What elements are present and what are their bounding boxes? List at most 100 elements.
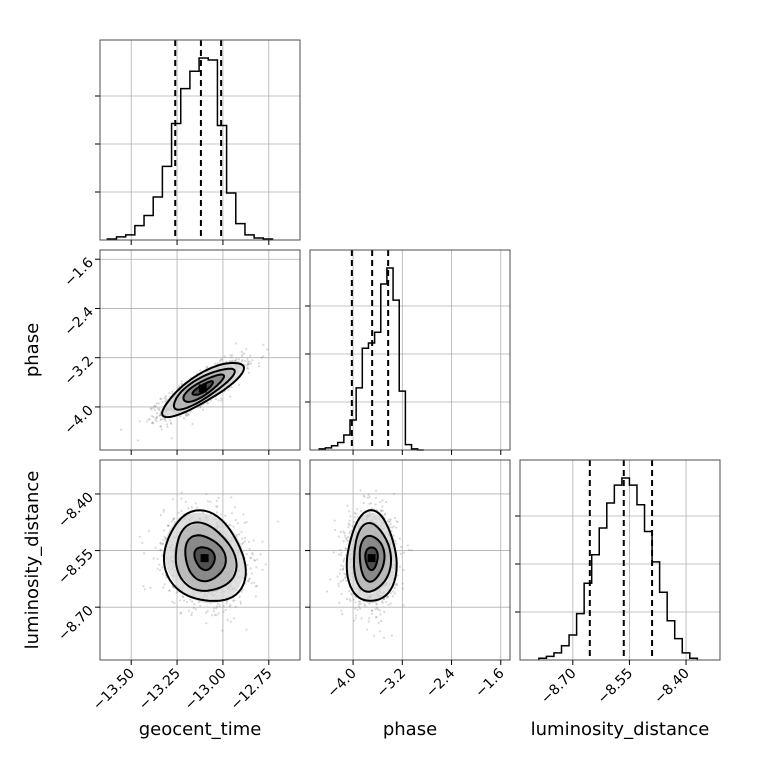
contour-line <box>182 373 225 403</box>
sample-point <box>199 604 202 607</box>
sample-point <box>350 592 353 595</box>
contour-line <box>353 521 392 593</box>
sample-point <box>370 612 373 615</box>
sample-point <box>171 600 174 604</box>
sample-point <box>352 520 356 524</box>
sample-point <box>179 611 182 614</box>
sample-point <box>215 397 218 401</box>
sample-point <box>368 502 371 505</box>
sample-point <box>168 524 171 527</box>
sample-point <box>201 408 204 411</box>
sample-point <box>258 365 261 368</box>
sample-point <box>180 497 183 500</box>
joint-panel-phase-vs-luminosity-distance: −4.0 −3.2 −2.4 −1.6 <box>305 459 511 701</box>
sample-point <box>239 600 242 603</box>
sample-point <box>232 525 235 528</box>
sample-point <box>206 401 209 405</box>
joint-content <box>138 491 279 632</box>
sample-point <box>246 363 249 366</box>
sample-point <box>238 383 241 386</box>
sample-point <box>240 355 243 358</box>
sample-point <box>156 415 159 418</box>
sample-point <box>381 601 384 604</box>
sample-point <box>219 513 223 516</box>
sample-point <box>191 600 194 603</box>
sample-point <box>215 614 218 617</box>
sample-point <box>185 414 188 417</box>
sample-point <box>153 408 156 411</box>
y-axis-label-luminosity-distance: luminosity_distance <box>22 471 43 650</box>
sample-point <box>251 552 254 555</box>
sample-point <box>368 617 371 620</box>
sample-point <box>402 551 405 554</box>
sample-point <box>212 610 215 613</box>
y-tick-label: −8.70 <box>55 603 97 645</box>
sample-point <box>215 499 218 502</box>
sample-point <box>247 371 250 374</box>
sample-point <box>240 590 243 593</box>
sample-point <box>162 418 165 421</box>
sample-point <box>338 601 341 605</box>
sample-point <box>230 512 234 515</box>
sample-point <box>138 420 141 423</box>
contour-line <box>345 509 398 602</box>
sample-point <box>253 559 256 562</box>
sample-point <box>242 352 246 355</box>
panel-frame <box>99 249 301 451</box>
sample-point <box>379 613 382 616</box>
sample-point <box>159 549 162 552</box>
sample-point <box>398 537 401 540</box>
panels-layer: −8.70 −8.55 −8.40−4.0−3.2−2.4−1.6−13.50−13… <box>55 39 721 714</box>
x-axis-label-geocent-time: geocent_time <box>139 719 262 740</box>
sample-point <box>152 415 155 418</box>
sample-point <box>253 581 256 584</box>
y-tick-label: −8.55 <box>55 546 97 588</box>
sample-point <box>230 496 233 499</box>
sample-point <box>246 364 249 367</box>
sample-point <box>339 554 342 557</box>
panel-frame <box>309 459 511 661</box>
sample-point <box>248 577 251 580</box>
sample-point <box>375 602 378 606</box>
sample-point <box>247 580 250 583</box>
sample-point <box>245 553 248 556</box>
x-tick-label: −13.00 <box>182 666 230 714</box>
sample-point <box>340 609 343 612</box>
sample-point <box>329 578 332 581</box>
sample-point <box>402 568 405 572</box>
sample-point <box>205 365 208 368</box>
sample-point <box>185 412 188 415</box>
sample-point <box>161 543 164 546</box>
sample-point <box>216 602 219 605</box>
sample-point <box>254 585 257 588</box>
sample-point <box>164 400 167 403</box>
sample-point <box>163 396 166 399</box>
sample-point <box>264 563 267 566</box>
sample-point <box>375 606 378 609</box>
sample-point <box>214 362 217 365</box>
sample-point <box>375 616 378 619</box>
x-tick-label: −12.75 <box>228 666 276 714</box>
sample-point <box>391 595 394 598</box>
sample-point <box>168 589 171 592</box>
sample-point <box>164 419 167 423</box>
sample-point <box>230 386 233 389</box>
sample-point <box>375 603 379 606</box>
sample-point <box>161 542 164 545</box>
sample-point <box>218 360 222 363</box>
x-tick-label: −13.25 <box>136 666 184 714</box>
contour-line <box>358 534 386 583</box>
sample-point <box>168 419 171 422</box>
sample-point <box>215 505 218 508</box>
sample-point <box>164 394 168 398</box>
peak-marker <box>367 554 376 563</box>
y-tick-label: −4.0 <box>61 402 96 437</box>
sample-point <box>177 384 180 387</box>
sample-point <box>242 541 245 545</box>
sample-point <box>353 619 356 622</box>
sample-point <box>386 596 390 599</box>
sample-point <box>259 553 262 556</box>
sample-point <box>159 548 162 552</box>
sample-point <box>342 530 345 533</box>
